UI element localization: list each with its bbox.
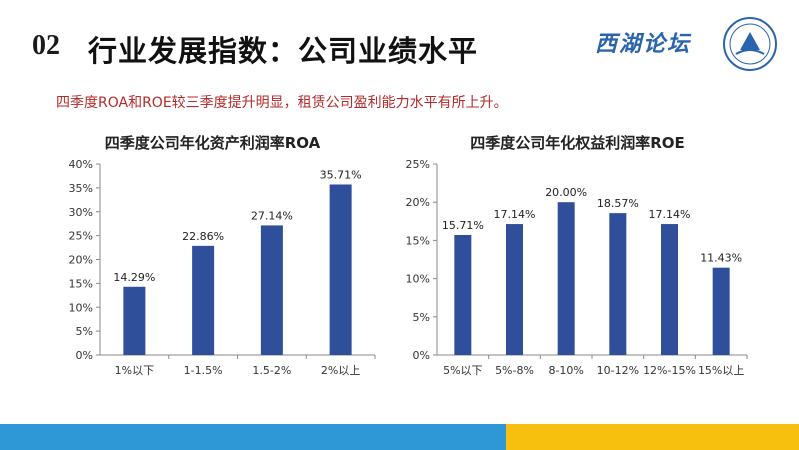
roa-bar: [330, 184, 352, 355]
roe-bar: [454, 235, 471, 355]
roa-x-tick-label: 1%以下: [115, 364, 154, 377]
roe-chart-plot: 0% 5% 10% 15% 20% 25% 15.71% 5%以下 17.14% 5%-8% 20.…: [385, 128, 770, 393]
roe-bar: [506, 224, 523, 355]
roe-data-label: 17.14%: [494, 208, 536, 221]
roa-y-tick-label: 40%: [69, 158, 93, 171]
roe-bar: [609, 213, 626, 355]
roa-y-tick-label: 10%: [69, 301, 93, 314]
roe-y-tick-label: 20%: [406, 196, 430, 209]
roe-bar: [713, 268, 730, 355]
roe-data-label: 18.57%: [597, 197, 639, 210]
roe-x-tick-label: 8-10%: [548, 364, 583, 377]
roa-data-label: 14.29%: [113, 271, 155, 284]
roa-bar: [123, 287, 145, 355]
section-number: 02: [32, 30, 60, 62]
roa-bar: [261, 225, 283, 355]
roa-y-tick-label: 25%: [69, 230, 93, 243]
roe-chart: 四季度公司年化权益利润率ROE 0% 5% 10% 15% 20% 25% 15.71% 5%…: [385, 128, 770, 393]
roa-chart-plot: 0% 5% 10% 15% 20% 25% 30% 35% 40% 14.29% 1%以下 22.86…: [40, 128, 385, 393]
roe-y-tick-label: 25%: [406, 158, 430, 171]
roa-x-tick-label: 1-1.5%: [184, 364, 223, 377]
roa-data-label: 35.71%: [320, 168, 362, 181]
roa-data-label: 22.86%: [182, 230, 224, 243]
roe-y-tick-label: 10%: [406, 273, 430, 286]
roe-data-label: 17.14%: [649, 208, 691, 221]
roe-x-tick-label: 10-12%: [597, 364, 639, 377]
roe-data-label: 15.71%: [442, 219, 484, 232]
roe-chart-title: 四季度公司年化权益利润率ROE: [385, 132, 770, 153]
page-subtitle: 四季度ROA和ROE较三季度提升明显，租赁公司盈利能力水平有所上升。: [56, 92, 508, 112]
roe-x-tick-label: 5%以下: [443, 364, 482, 377]
roe-y-tick-label: 5%: [413, 311, 430, 324]
roa-x-tick-label: 1.5-2%: [252, 364, 291, 377]
roa-y-tick-label: 5%: [76, 325, 93, 338]
roe-data-label: 11.43%: [700, 252, 742, 265]
roa-y-tick-label: 15%: [69, 277, 93, 290]
roa-y-tick-label: 35%: [69, 182, 93, 195]
roe-bar: [661, 224, 678, 355]
roe-y-tick-label: 0%: [413, 349, 430, 362]
roa-y-tick-label: 0%: [76, 349, 93, 362]
roa-chart-title: 四季度公司年化资产利润率ROA: [40, 132, 385, 153]
roa-y-tick-label: 30%: [69, 206, 93, 219]
page-title: 行业发展指数：公司业绩水平: [88, 28, 478, 70]
footer-bar-blue: [0, 424, 506, 450]
roa-bar: [192, 246, 214, 355]
brand-logo-text: 西湖论坛: [595, 26, 691, 58]
roe-data-label: 20.00%: [545, 186, 587, 199]
roa-y-tick-label: 20%: [69, 254, 93, 267]
footer-bar-yellow: [506, 424, 799, 450]
roe-x-tick-label: 5%-8%: [495, 364, 534, 377]
seal-logo-icon: [722, 16, 778, 72]
roa-chart: 四季度公司年化资产利润率ROA 0% 5% 10% 15% 20% 25% 30% 35% 40…: [40, 128, 385, 393]
roe-x-tick-label: 12%-15%: [643, 364, 696, 377]
roa-x-tick-label: 2%以上: [321, 364, 360, 377]
roa-data-label: 27.14%: [251, 209, 293, 222]
roe-x-tick-label: 15%以上: [698, 364, 744, 377]
roe-bar: [558, 202, 575, 355]
roe-y-tick-label: 15%: [406, 234, 430, 247]
